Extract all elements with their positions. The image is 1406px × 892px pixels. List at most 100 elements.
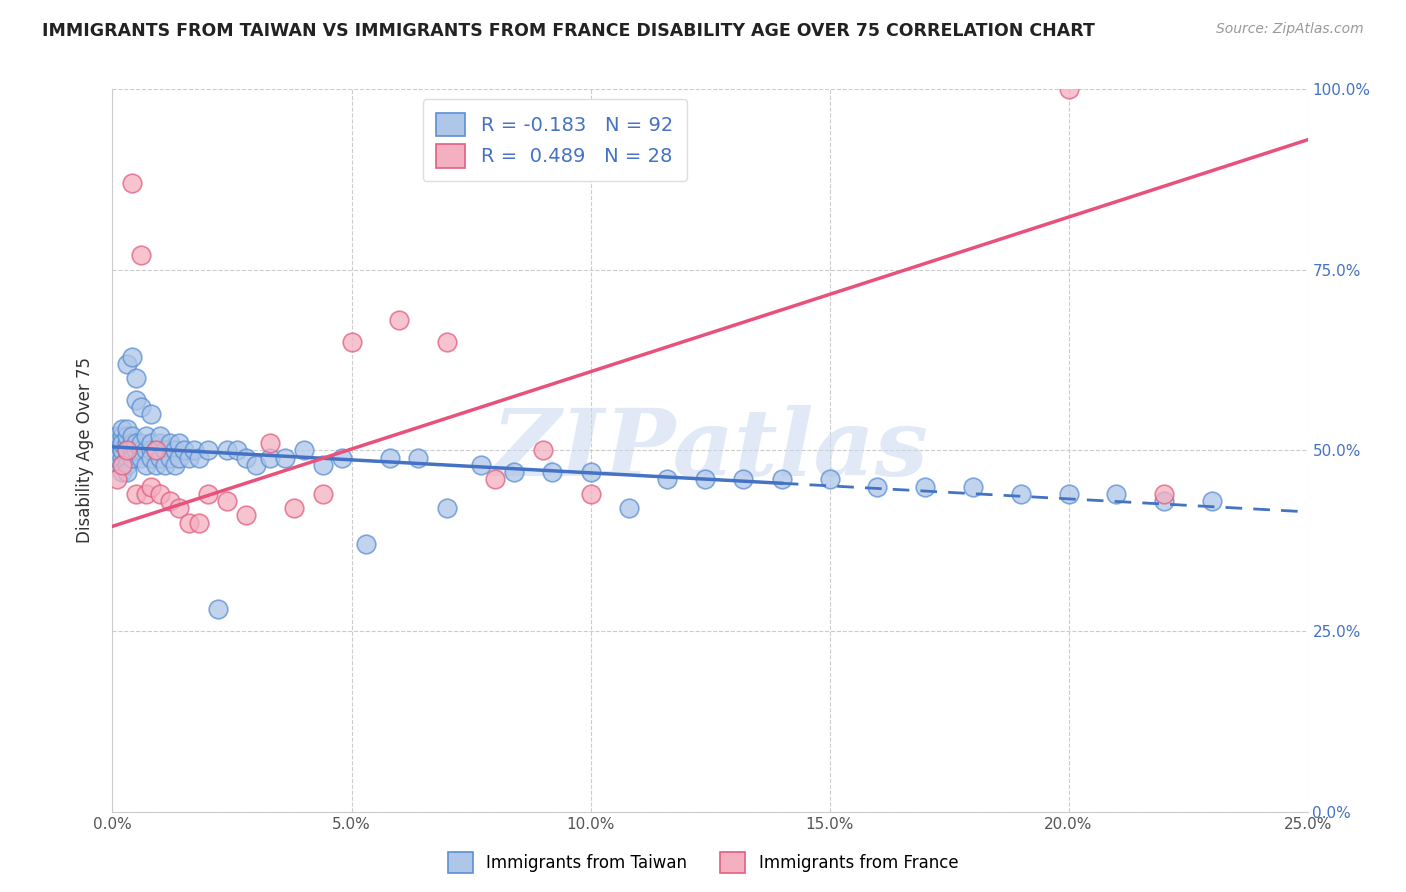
Point	[129, 450, 152, 465]
Point	[121, 450, 143, 465]
Text: ZIPatlas: ZIPatlas	[492, 406, 928, 495]
Legend: Immigrants from Taiwan, Immigrants from France: Immigrants from Taiwan, Immigrants from …	[441, 846, 965, 880]
Point	[111, 429, 134, 443]
Point	[111, 443, 134, 458]
Point	[139, 443, 162, 458]
Point	[105, 472, 128, 486]
Point	[470, 458, 492, 472]
Point	[169, 450, 191, 465]
Point	[235, 450, 257, 465]
Point	[121, 429, 143, 443]
Point	[818, 472, 841, 486]
Point	[617, 501, 640, 516]
Point	[259, 450, 281, 465]
Point	[388, 313, 411, 327]
Point	[235, 508, 257, 523]
Point	[115, 443, 138, 458]
Point	[169, 436, 191, 450]
Point	[503, 465, 526, 479]
Point	[169, 501, 191, 516]
Point	[129, 436, 152, 450]
Point	[378, 450, 401, 465]
Point	[159, 494, 181, 508]
Point	[139, 436, 162, 450]
Point	[207, 602, 229, 616]
Point	[135, 429, 157, 443]
Point	[187, 450, 209, 465]
Point	[115, 443, 138, 458]
Point	[115, 357, 138, 371]
Point	[139, 407, 162, 421]
Point	[354, 537, 377, 551]
Point	[283, 501, 305, 516]
Point	[484, 472, 506, 486]
Point	[163, 443, 186, 458]
Point	[1057, 487, 1080, 501]
Point	[121, 443, 143, 458]
Point	[197, 443, 219, 458]
Point	[121, 176, 143, 190]
Point	[655, 472, 678, 486]
Point	[436, 334, 458, 349]
Point	[111, 443, 134, 458]
Point	[177, 516, 200, 530]
Point	[111, 465, 134, 479]
Point	[187, 516, 209, 530]
Point	[197, 487, 219, 501]
Point	[914, 480, 936, 494]
Point	[1105, 487, 1128, 501]
Point	[105, 450, 128, 465]
Point	[733, 472, 755, 486]
Point	[125, 371, 148, 385]
Point	[105, 436, 128, 450]
Point	[217, 443, 239, 458]
Point	[579, 487, 602, 501]
Point	[121, 350, 143, 364]
Point	[1153, 494, 1175, 508]
Point	[139, 450, 162, 465]
Point	[225, 443, 247, 458]
Point	[163, 458, 186, 472]
Point	[1201, 494, 1223, 508]
Point	[153, 458, 176, 472]
Point	[125, 487, 148, 501]
Point	[866, 480, 889, 494]
Point	[1057, 82, 1080, 96]
Point	[115, 450, 138, 465]
Point	[312, 458, 335, 472]
Point	[105, 443, 128, 458]
Point	[135, 458, 157, 472]
Point	[129, 443, 152, 458]
Point	[340, 334, 363, 349]
Point	[125, 436, 148, 450]
Point	[125, 443, 148, 458]
Point	[770, 472, 793, 486]
Point	[149, 436, 172, 450]
Point	[135, 443, 157, 458]
Legend: R = -0.183   N = 92, R =  0.489   N = 28: R = -0.183 N = 92, R = 0.489 N = 28	[423, 99, 686, 181]
Point	[145, 443, 167, 458]
Point	[962, 480, 984, 494]
Point	[121, 436, 143, 450]
Point	[115, 465, 138, 479]
Point	[149, 429, 172, 443]
Y-axis label: Disability Age Over 75: Disability Age Over 75	[76, 358, 94, 543]
Point	[111, 458, 134, 472]
Point	[135, 487, 157, 501]
Point	[139, 480, 162, 494]
Point	[111, 436, 134, 450]
Point	[173, 443, 195, 458]
Point	[1153, 487, 1175, 501]
Point	[292, 443, 315, 458]
Point	[541, 465, 564, 479]
Point	[149, 487, 172, 501]
Point	[159, 436, 181, 450]
Text: Source: ZipAtlas.com: Source: ZipAtlas.com	[1216, 22, 1364, 37]
Point	[695, 472, 717, 486]
Point	[217, 494, 239, 508]
Point	[115, 458, 138, 472]
Text: IMMIGRANTS FROM TAIWAN VS IMMIGRANTS FROM FRANCE DISABILITY AGE OVER 75 CORRELAT: IMMIGRANTS FROM TAIWAN VS IMMIGRANTS FRO…	[42, 22, 1095, 40]
Point	[153, 443, 176, 458]
Point	[129, 400, 152, 414]
Point	[111, 458, 134, 472]
